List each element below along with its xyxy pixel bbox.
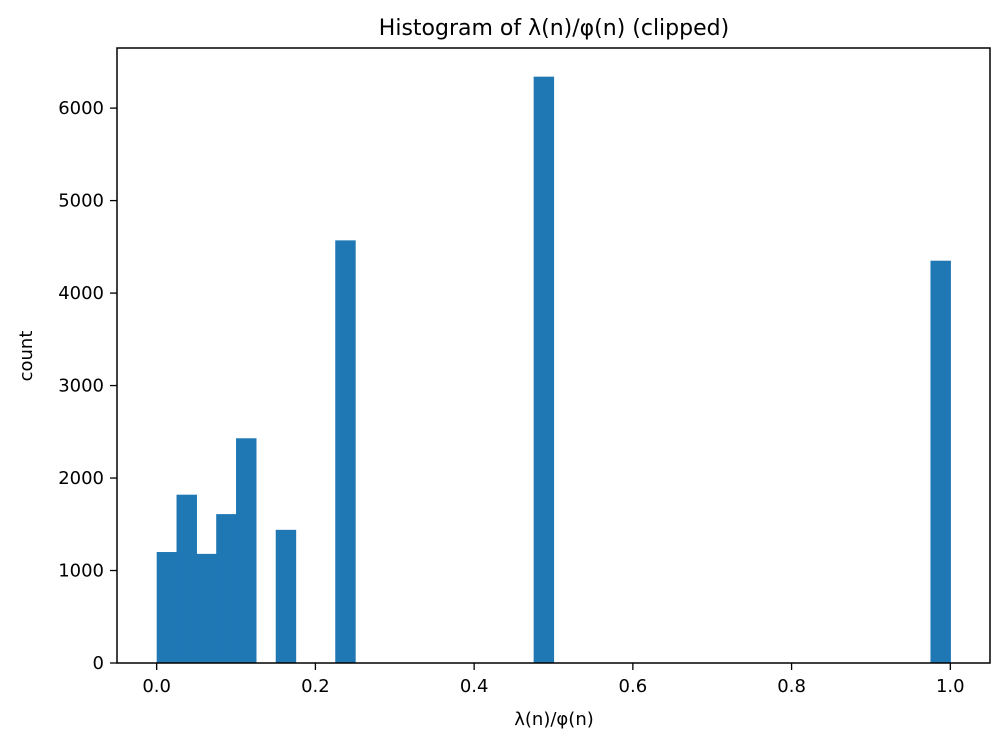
- y-tick-label-3: 3000: [58, 376, 104, 397]
- x-tick-label-3: 0.6: [619, 676, 648, 697]
- x-tick-label-4: 0.8: [777, 676, 806, 697]
- x-tick-label-1: 0.2: [301, 676, 330, 697]
- chart-title: Histogram of λ(n)/φ(n) (clipped): [379, 16, 729, 41]
- x-ticks-group: 0.0 0.2 0.4 0.6 0.8 1.0: [142, 663, 965, 697]
- y-tick-label-6: 6000: [58, 98, 104, 119]
- y-tick-label-1: 1000: [58, 561, 104, 582]
- y-tick-label-4: 4000: [58, 283, 104, 304]
- histogram-bar-4: [236, 438, 257, 663]
- plot-frame: [116, 47, 991, 664]
- y-tick-label-2: 2000: [58, 468, 104, 489]
- histogram-bar-0: [156, 552, 178, 663]
- y-ticks-group: 0 1000 2000 3000 4000 5000 6000: [58, 98, 117, 674]
- x-axis-label: λ(n)/φ(n): [514, 709, 594, 730]
- histogram-bar-8: [930, 260, 951, 663]
- histogram-bar-7: [533, 76, 555, 663]
- histogram-bar-5: [275, 529, 297, 663]
- histogram-bar-3: [216, 514, 237, 663]
- histogram-bar-2: [196, 553, 217, 663]
- y-tick-label-5: 5000: [58, 191, 104, 212]
- x-tick-label-5: 1.0: [936, 676, 965, 697]
- bars-group: [156, 76, 951, 663]
- y-tick-label-0: 0: [93, 653, 104, 674]
- x-tick-label-2: 0.4: [460, 676, 489, 697]
- histogram-bar-1: [176, 494, 197, 663]
- x-tick-label-0: 0.0: [142, 676, 171, 697]
- y-axis-label: count: [16, 331, 37, 382]
- histogram-bar-6: [335, 240, 356, 663]
